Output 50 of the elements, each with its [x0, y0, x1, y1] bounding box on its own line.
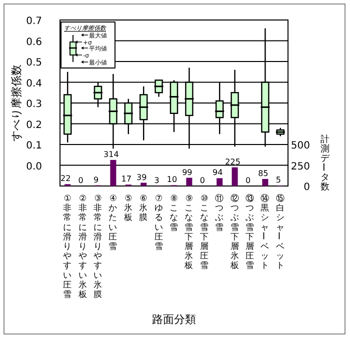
bar	[232, 167, 238, 186]
x-tick-label: ⑨こな雪下層氷板	[184, 194, 194, 272]
x-tick-label: ④かたい圧雪	[108, 194, 118, 252]
x-tick-label: ⑦ゆるい圧雪	[154, 194, 164, 252]
bar	[186, 178, 192, 186]
data-label: 0	[245, 176, 251, 185]
y-tick-label: 0.3	[26, 99, 42, 110]
data-label: 94	[212, 168, 223, 178]
x-tick-label: ⑫つぶ雪下層氷板	[229, 193, 240, 272]
bar	[110, 160, 116, 186]
data-label: 39	[136, 172, 147, 182]
category-label: ①非常に滑りやすい圧雪	[63, 194, 72, 300]
data-label: 99	[182, 168, 192, 177]
x-tick-label: ⑬つぶ雪下層圧雪	[246, 193, 254, 272]
x-tick-label: ⑥氷膜	[139, 194, 148, 224]
y2-tick-label: 500	[290, 140, 310, 152]
y-tick-label: 0.4	[26, 78, 42, 90]
data-label: 3	[154, 176, 160, 185]
bar	[216, 178, 223, 186]
x-tick-label: ⑪つぶ雪	[215, 193, 224, 233]
category-label: ②非常に滑りやすい氷板	[78, 194, 88, 300]
bar	[262, 178, 268, 186]
x-tick-label: ⑧こな雪	[170, 194, 178, 233]
y-tick-label: 0.7	[26, 16, 42, 27]
data-label: 314	[104, 150, 119, 159]
x-tick-label: ⑩こな雪下層圧雪	[200, 194, 209, 272]
data-label: 225	[225, 157, 240, 166]
data-label: 0	[78, 176, 84, 185]
data-label: 22	[60, 174, 71, 184]
x-tick-label: ⑭黒シャーベット	[258, 193, 270, 272]
x-tick-label: ⑤氷板	[122, 194, 133, 224]
y-tick-label: 0.2	[26, 120, 42, 131]
bar	[140, 182, 147, 186]
data-label: 17	[121, 174, 132, 184]
y2-axis-title: 計測データ数	[318, 134, 330, 192]
y2-tick-label: 250	[290, 161, 310, 172]
y-axis-title: すべり摩擦係数	[10, 64, 23, 142]
y-tick-label: 0.0	[26, 161, 42, 172]
data-label: 10	[166, 175, 178, 184]
data-label: 9	[93, 175, 99, 184]
x-tick-label: ⑮白シャーベット	[272, 193, 285, 272]
y-tick-label: 0.1	[26, 140, 42, 152]
y-tick-label: 0.5	[26, 58, 42, 68]
x-axis-title: 路面分類	[152, 313, 196, 326]
category-label: ③非常に滑りやすい氷膜	[94, 194, 102, 300]
data-label: 0	[200, 176, 205, 185]
data-label: 85	[258, 168, 268, 178]
y-tick-label: 0.6	[26, 36, 42, 48]
y2-tick-label: 0	[304, 182, 310, 193]
data-label: 5	[276, 176, 281, 185]
